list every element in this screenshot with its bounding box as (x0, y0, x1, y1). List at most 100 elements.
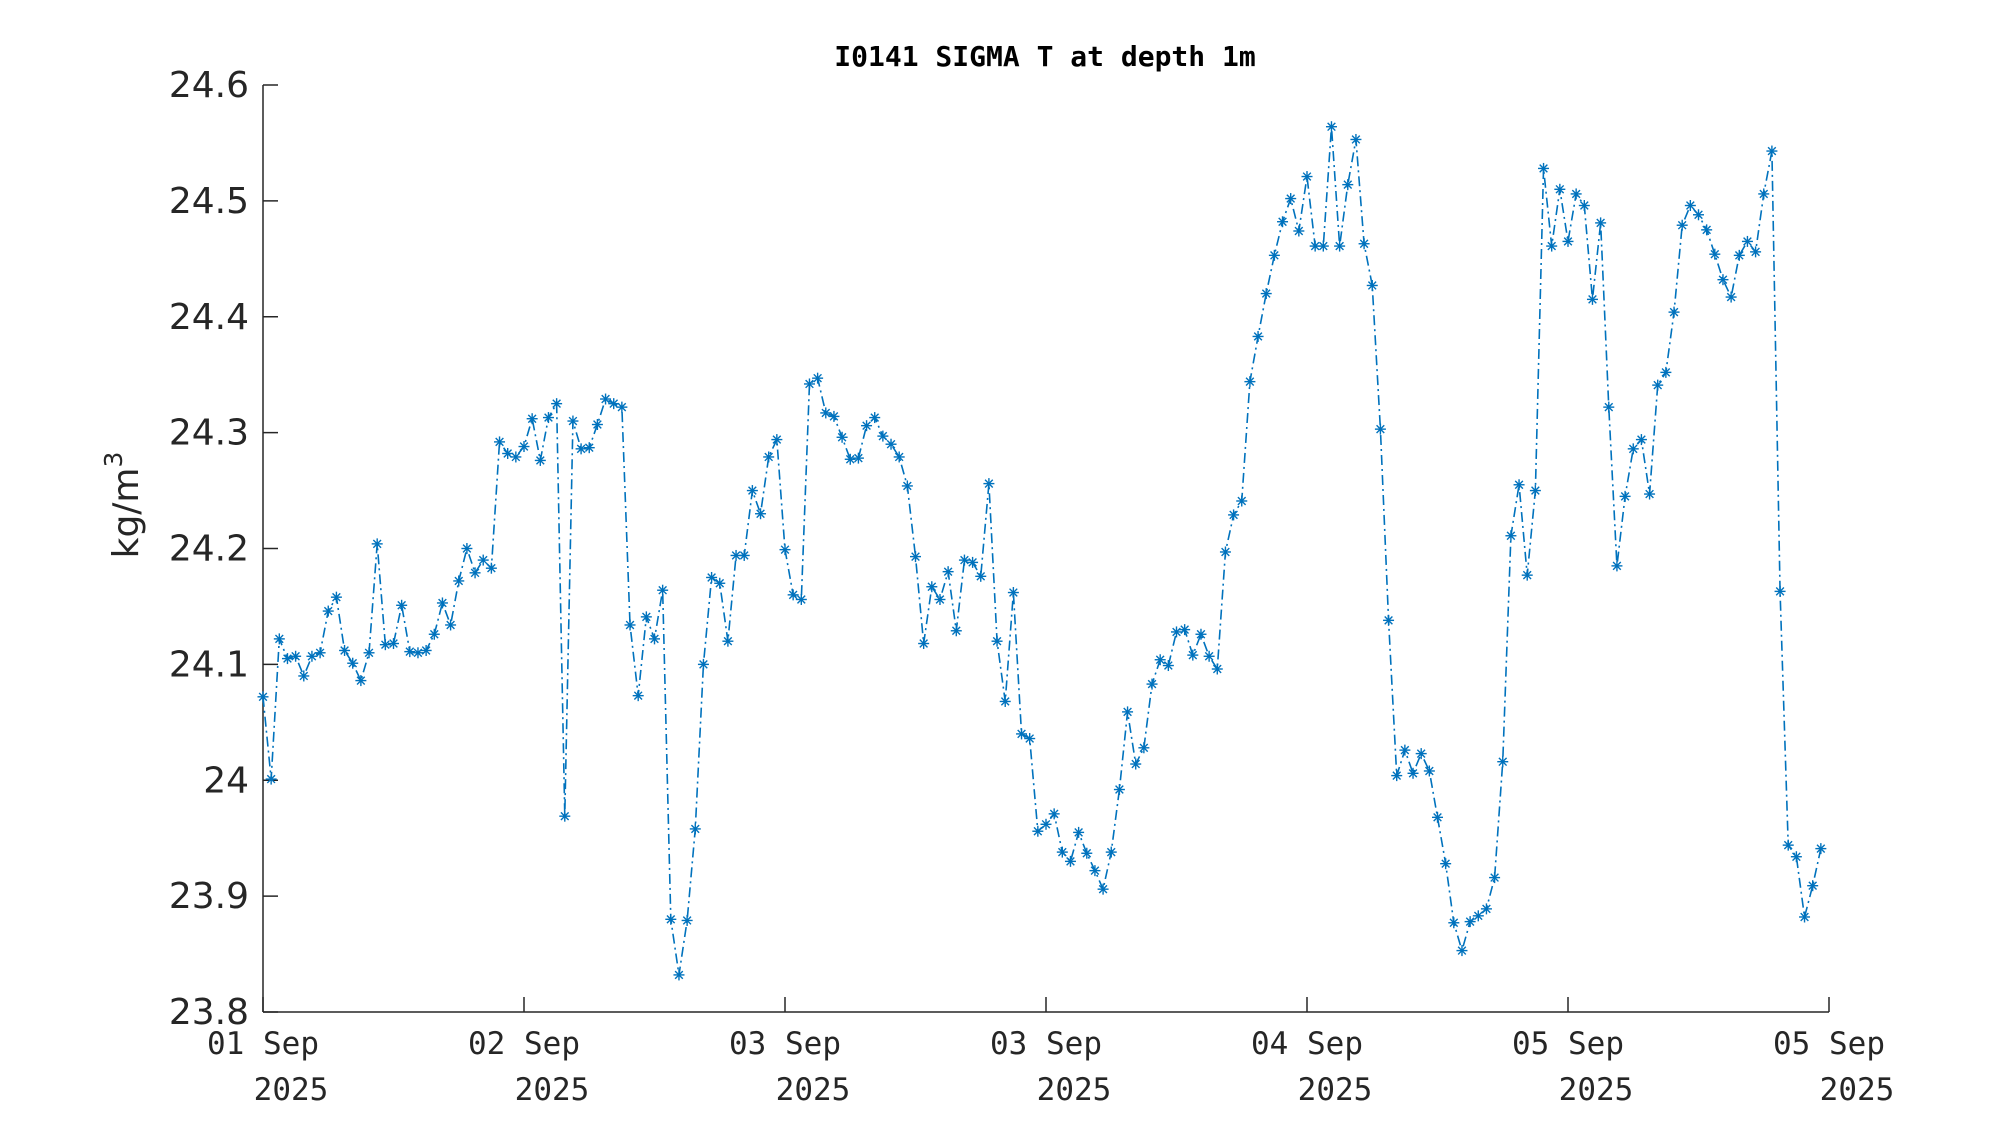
data-point (1635, 434, 1647, 446)
data-point (1529, 485, 1541, 497)
data-point (1586, 293, 1598, 305)
data-point (1285, 193, 1297, 205)
data-point (412, 647, 424, 659)
data-point (355, 675, 367, 687)
y-tick-label: 24.3 (169, 413, 249, 454)
data-point (1334, 240, 1346, 252)
data-point (852, 452, 864, 464)
data-point (396, 599, 408, 611)
data-point (339, 644, 351, 656)
data-point (1350, 133, 1362, 145)
data-point (1089, 865, 1101, 877)
data-point (518, 441, 530, 453)
data-point (1554, 183, 1566, 195)
data-point (657, 584, 669, 596)
data-point (388, 638, 399, 650)
data-point (673, 969, 685, 981)
data-point (706, 571, 718, 583)
data-point (461, 543, 473, 554)
data-point (1717, 274, 1729, 286)
data-point (1374, 423, 1386, 435)
data-point (322, 605, 334, 617)
data-point (1154, 654, 1166, 666)
data-point (510, 451, 522, 463)
data-point (1317, 240, 1329, 252)
data-point (763, 451, 775, 463)
data-point (722, 635, 734, 647)
data-point (616, 401, 628, 413)
data-point (869, 412, 881, 424)
data-point (1048, 808, 1060, 820)
data-point (1211, 663, 1223, 675)
data-point (1105, 846, 1117, 858)
data-point (1684, 200, 1696, 212)
data-point (1325, 121, 1337, 133)
data-point (1799, 911, 1811, 923)
data-point (1032, 825, 1044, 837)
data-point (567, 415, 579, 427)
data-point (1423, 765, 1435, 777)
data-point (1236, 495, 1248, 507)
data-point (1432, 811, 1443, 823)
data-point (542, 412, 554, 424)
data-point (445, 619, 457, 631)
data-point (485, 562, 497, 574)
data-point (1195, 628, 1207, 640)
data-point (1440, 858, 1452, 870)
data-point (1782, 839, 1794, 851)
data-point (975, 570, 987, 582)
data-point (404, 646, 416, 658)
data-point (1489, 872, 1501, 884)
data-point (469, 567, 481, 579)
data-point (1113, 784, 1125, 796)
data-point (591, 419, 603, 431)
data-point (1171, 626, 1182, 638)
data-point (1407, 767, 1419, 779)
data-point (1668, 306, 1680, 318)
series-line (262, 126, 1822, 976)
y-tick-label: 24.1 (169, 644, 249, 685)
data-point (526, 413, 538, 425)
data-point (746, 485, 758, 497)
data-point (1652, 379, 1664, 391)
data-point (436, 597, 448, 609)
data-point (861, 420, 873, 432)
data-point (828, 410, 840, 422)
y-tick-label: 24.2 (169, 529, 249, 570)
data-point (1007, 587, 1019, 599)
data-point (967, 556, 979, 568)
data-point (1676, 219, 1688, 231)
x-tick-label-year: 2025 (515, 1072, 590, 1108)
data-point (755, 508, 767, 520)
data-point (779, 544, 791, 556)
data-point (1627, 443, 1639, 455)
y-axis-label-group: kg/m3 (99, 452, 147, 559)
data-point (1790, 851, 1802, 863)
data-point (1521, 569, 1533, 581)
data-point (1693, 209, 1704, 221)
data-point (551, 398, 563, 410)
data-point (1611, 560, 1623, 572)
data-point (714, 577, 726, 589)
data-point (1538, 162, 1550, 174)
data-point (1709, 248, 1721, 260)
data-point (257, 691, 269, 703)
data-point (624, 619, 636, 631)
data-point (1399, 744, 1411, 756)
data-point (494, 436, 506, 448)
data-point (583, 442, 595, 454)
data-point (632, 690, 644, 702)
data-point (1138, 742, 1150, 754)
data-point (795, 593, 807, 605)
y-axis-label-superscript: 3 (99, 452, 128, 468)
data-point (1456, 945, 1468, 957)
y-tick-label: 23.9 (169, 876, 249, 917)
data-point (1024, 733, 1036, 745)
x-tick-label-day: 05 Sep (1773, 1026, 1885, 1062)
data-point (820, 407, 832, 419)
data-point (1301, 171, 1313, 183)
x-axis-ticks: 01 Sep 2025 02 Sep 2025 03 Sep 2025 03 Sep 2025… (207, 997, 1894, 1108)
x-tick-label-day: 01 Sep (207, 1026, 319, 1062)
y-tick-label: 23.8 (169, 992, 249, 1033)
